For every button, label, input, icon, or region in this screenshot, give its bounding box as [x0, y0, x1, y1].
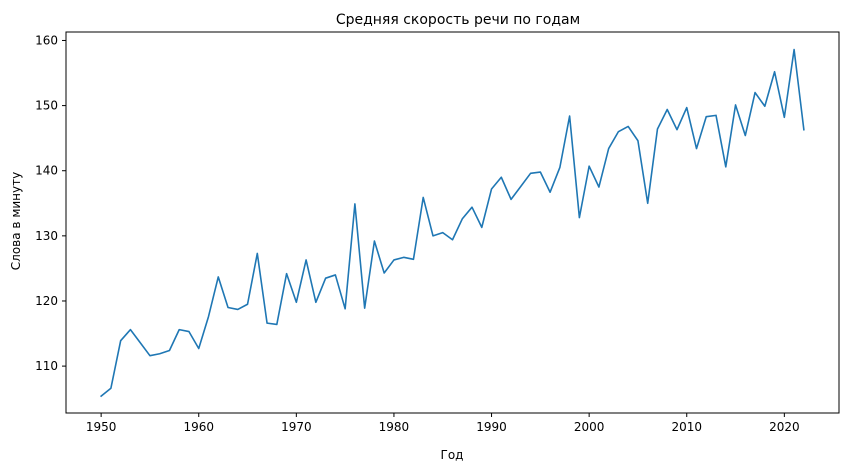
chart-title: Средняя скорость речи по годам [336, 12, 580, 28]
y-tick-label: 130 [35, 229, 58, 243]
x-axis-ticks: 1950 1960 1970 1980 1990 2000 2010 2020 [86, 413, 800, 434]
y-tick-label: 140 [35, 164, 58, 178]
y-tick-label: 160 [35, 33, 58, 47]
x-tick-label: 1950 [86, 420, 117, 434]
x-tick-label: 2020 [769, 420, 800, 434]
x-tick-label: 1970 [281, 420, 312, 434]
x-tick-label: 1960 [183, 420, 214, 434]
series-line-0 [100, 48, 805, 398]
y-axis-ticks: 110 120 130 140 150 160 [35, 33, 66, 373]
y-axis-label: Слова в минуту [9, 172, 23, 270]
y-tick-label: 110 [35, 359, 58, 373]
x-tick-label: 2000 [574, 420, 605, 434]
x-tick-label: 1980 [379, 420, 410, 434]
plot-frame [65, 31, 840, 414]
x-tick-label: 1990 [476, 420, 507, 434]
y-tick-label: 120 [35, 294, 58, 308]
x-axis-label: Год [441, 448, 464, 462]
x-tick-label: 2010 [671, 420, 702, 434]
y-tick-label: 150 [35, 99, 58, 113]
plot-area [65, 31, 840, 414]
